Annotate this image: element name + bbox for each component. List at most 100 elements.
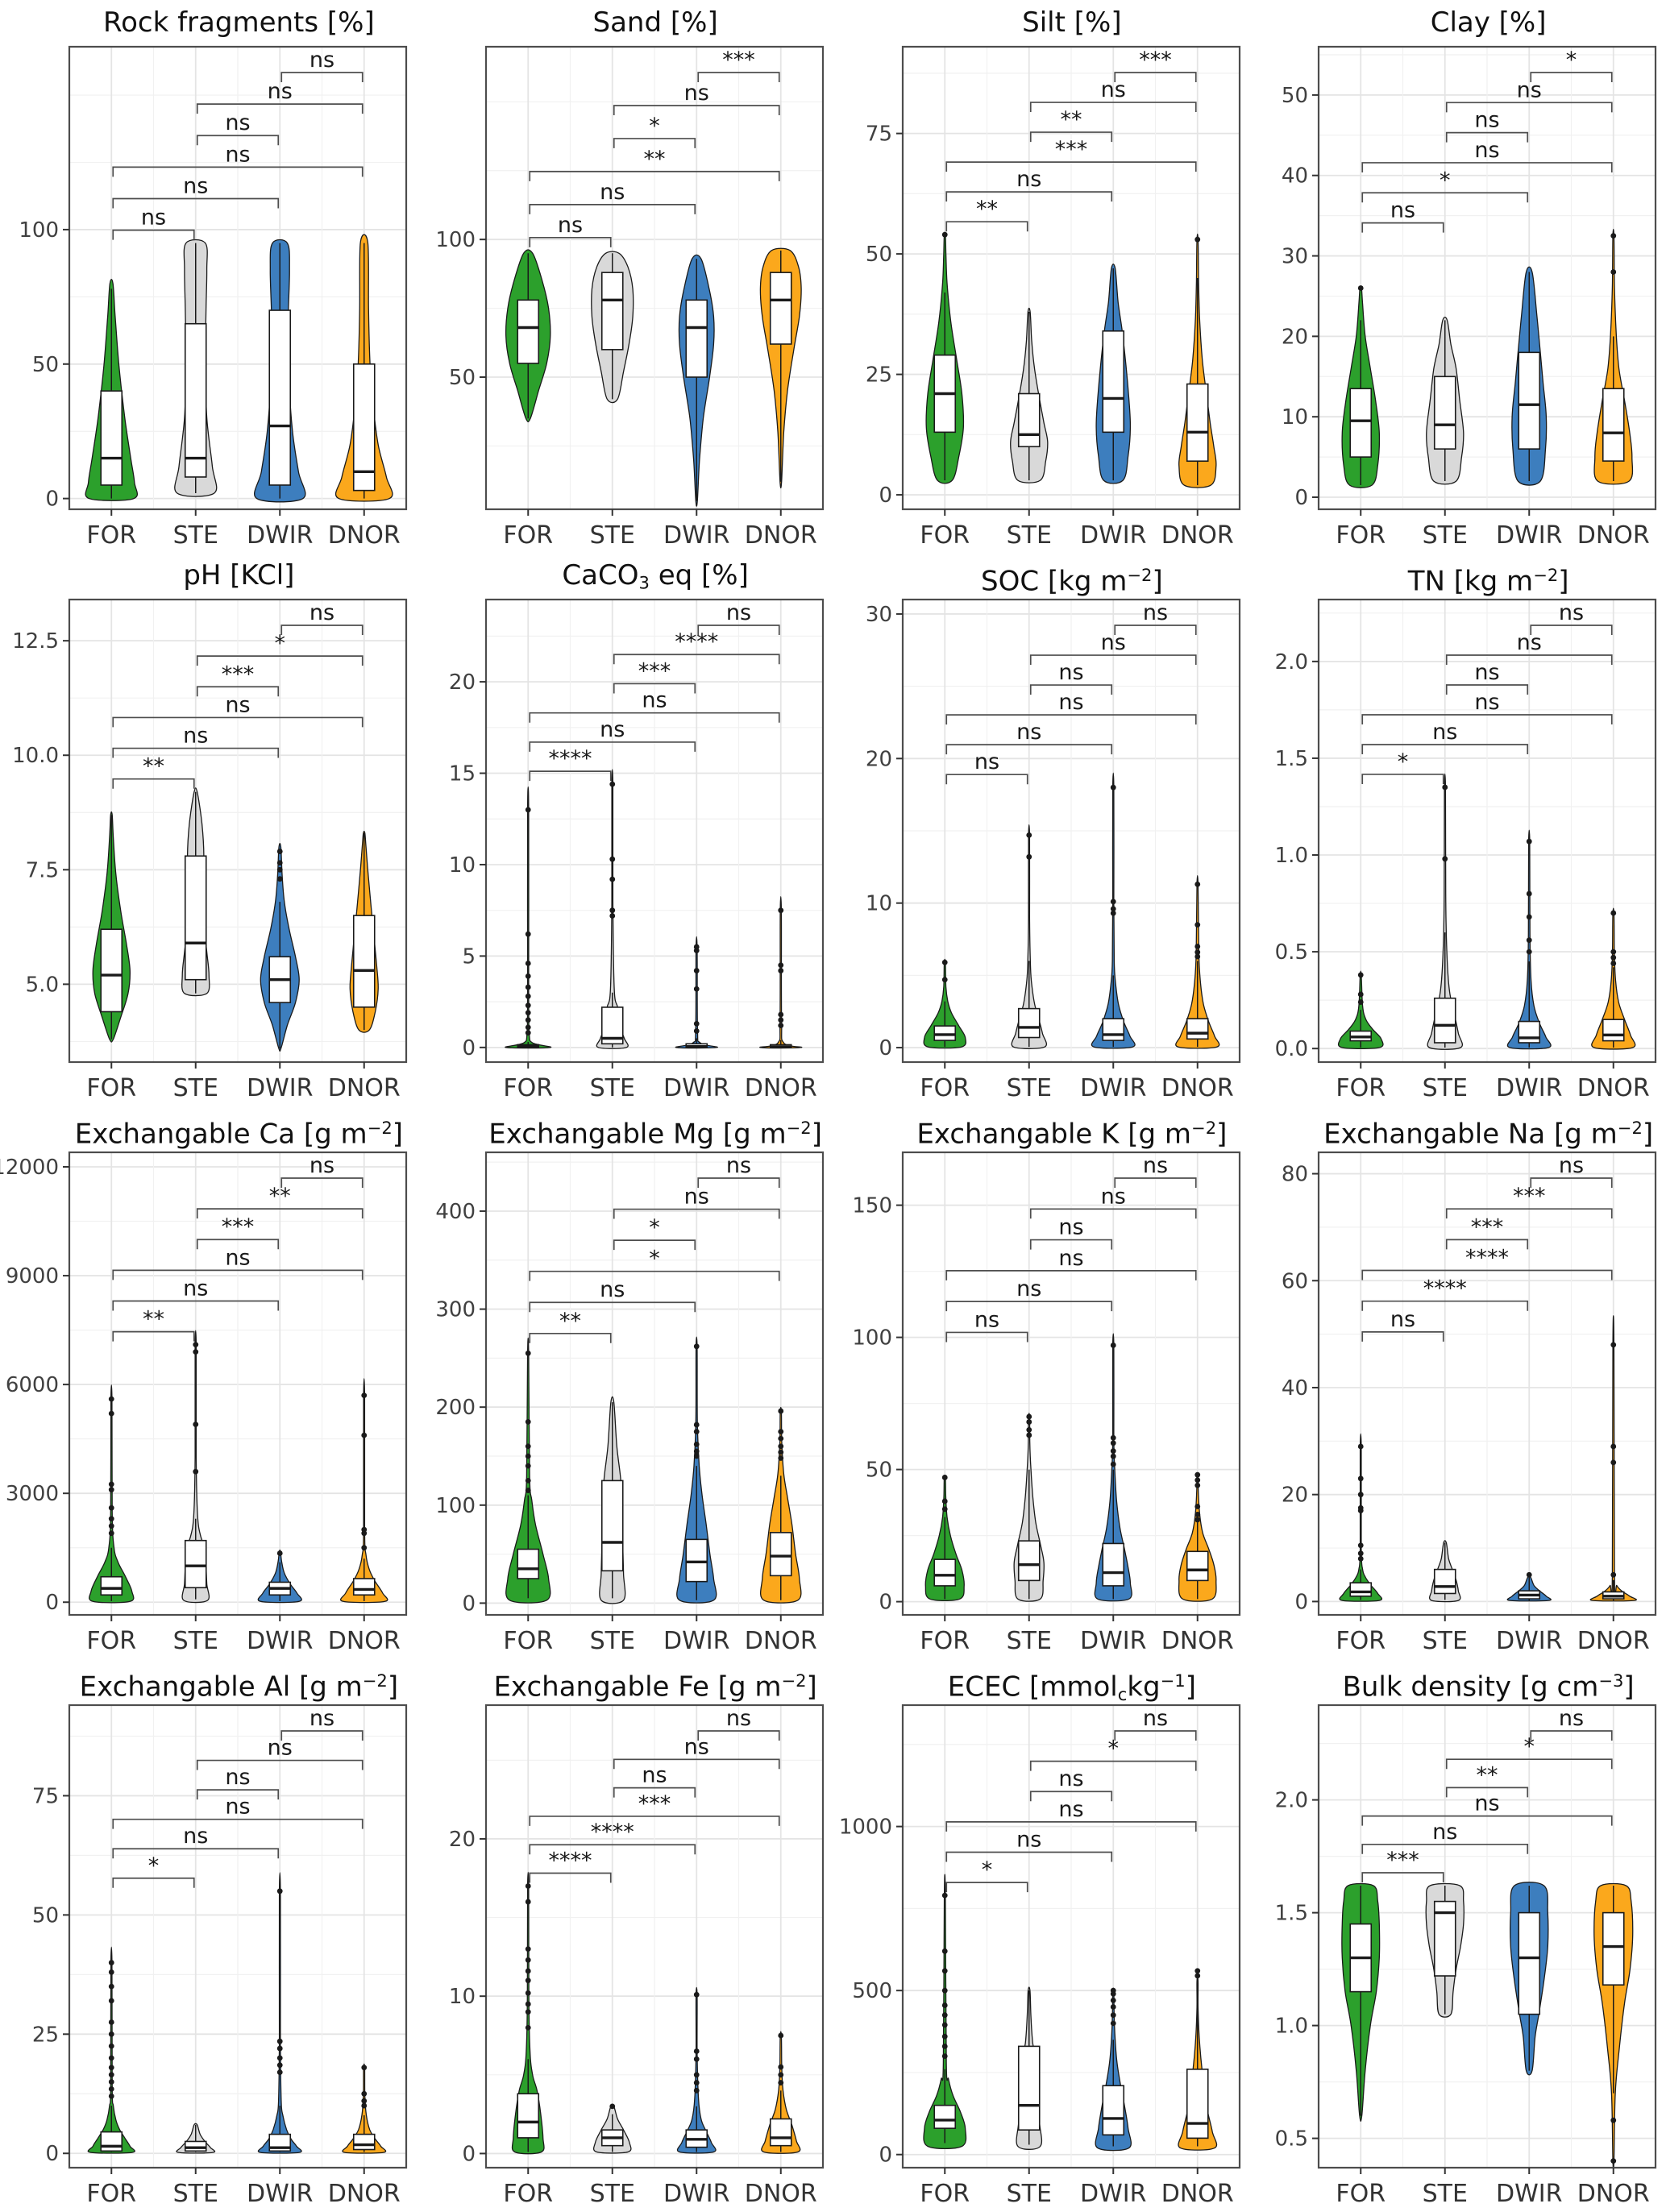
- x-tick-label-FOR: FOR: [86, 1627, 136, 1655]
- y-tick-label: 20: [1282, 325, 1308, 349]
- sig-label-FOR-DNOR: *: [649, 1247, 660, 1272]
- box-DNOR: [1602, 1911, 1625, 1986]
- box-FOR: [517, 299, 539, 364]
- sig-label-FOR-DNOR: ns: [1058, 690, 1083, 715]
- sig-label-FOR-STE: ns: [974, 1307, 999, 1332]
- y-tick-label: 1.5: [1275, 1902, 1308, 1926]
- y-tick-label: 40: [1282, 1376, 1308, 1401]
- box-DNOR: [1186, 2069, 1209, 2139]
- sig-label-STE-DWIR: ns: [1058, 1766, 1083, 1791]
- x-tick-label-STE: STE: [589, 1074, 634, 1102]
- x-tick-label-FOR: FOR: [86, 521, 136, 550]
- sig-label-FOR-DNOR: ns: [1475, 1791, 1500, 1816]
- box-STE: [1017, 1007, 1041, 1039]
- sig-label-STE-DWIR: *: [649, 1215, 660, 1240]
- x-tick-label-DNOR: DNOR: [1161, 2180, 1233, 2208]
- sig-label-FOR-STE: ns: [974, 749, 999, 774]
- x-tick-label-STE: STE: [589, 2180, 634, 2208]
- sig-label-STE-DWIR: ns: [1475, 108, 1500, 133]
- y-tick-label: 0: [45, 488, 59, 512]
- sig-label-STE-DWIR: **: [1477, 1762, 1498, 1787]
- sig-label-FOR-DWIR: ns: [1016, 1827, 1041, 1852]
- box-DWIR: [1101, 2085, 1124, 2136]
- x-tick-label-DWIR: DWIR: [1080, 521, 1146, 550]
- box-DNOR: [1186, 383, 1209, 463]
- panel-ph: pH [KCl] ** ns ns *** * ns 5.0 7.5 10.0 12.5 FOR STE…: [0, 553, 417, 1106]
- box-FOR: [100, 1575, 123, 1596]
- y-tick-label: 10: [1282, 405, 1308, 430]
- box-DWIR: [268, 309, 292, 486]
- y-tick-label: 0: [462, 2142, 476, 2166]
- x-tick-label-STE: STE: [1006, 1627, 1051, 1655]
- x-tick-label-DWIR: DWIR: [663, 2180, 729, 2208]
- box-DWIR: [1518, 351, 1541, 450]
- sig-label-FOR-STE: ****: [548, 746, 592, 771]
- y-tick-label: 100: [435, 1494, 476, 1518]
- y-tick-label: 50: [865, 243, 891, 267]
- box-STE: [600, 272, 624, 351]
- panel-ex_al: Exchangable Al [g m−2] * ns ns ns ns ns 0 25 50 75…: [0, 1658, 417, 2211]
- y-tick-label: 25: [865, 363, 891, 388]
- x-tick-label-DNOR: DNOR: [328, 1074, 401, 1102]
- x-tick-label-DNOR: DNOR: [745, 1627, 817, 1655]
- y-tick-label: 12000: [0, 1156, 59, 1180]
- sig-label-FOR-DNOR: ***: [1054, 137, 1087, 162]
- sig-label-FOR-DNOR: ***: [638, 1791, 671, 1816]
- panel-title-soc: SOC [kg m−2]: [981, 565, 1163, 598]
- y-tick-label: 5: [462, 944, 476, 969]
- y-tick-label: 2.0: [1275, 650, 1308, 674]
- x-tick-label-FOR: FOR: [86, 2180, 136, 2208]
- panel-rock_fragments: Rock fragments [%] ns ns ns ns ns ns 0 50 100 FOR S…: [0, 0, 417, 553]
- box-STE: [1434, 997, 1456, 1044]
- sig-label-FOR-DNOR: ns: [225, 142, 250, 167]
- y-tick-label: 100: [852, 1326, 892, 1351]
- x-tick-label-DWIR: DWIR: [663, 521, 729, 550]
- y-tick-label: 50: [449, 366, 476, 390]
- box-DWIR: [1101, 330, 1124, 434]
- y-tick-label: 10: [449, 853, 476, 878]
- sig-label-FOR-DWIR: ns: [600, 1277, 625, 1302]
- panel-title-ex_fe: Exchangable Fe [g m−2]: [493, 1670, 817, 1704]
- sig-label-FOR-DNOR: ****: [1465, 1246, 1509, 1271]
- sig-label-FOR-DWIR: ns: [600, 180, 625, 205]
- panel-ex_mg: Exchangable Mg [g m−2] ** ns * * ns ns 0 100 200 3…: [417, 1106, 833, 1658]
- box-DNOR: [769, 2118, 792, 2147]
- y-tick-label: 0: [45, 1591, 59, 1615]
- panel-title-ex_mg: Exchangable Mg [g m−2]: [488, 1118, 822, 1151]
- box-DWIR: [1518, 1020, 1541, 1044]
- sig-label-FOR-STE: **: [143, 1307, 164, 1332]
- panel-title-ex_na: Exchangable Na [g m−2]: [1323, 1118, 1654, 1151]
- box-STE: [184, 1539, 207, 1589]
- sig-label-STE-DWIR: ***: [1471, 1214, 1504, 1239]
- x-tick-label-STE: STE: [1006, 2180, 1051, 2208]
- y-tick-label: 50: [1282, 84, 1308, 108]
- panel-title-ex_k: Exchangable K [g m−2]: [916, 1118, 1228, 1151]
- x-tick-label-FOR: FOR: [920, 521, 970, 550]
- y-tick-label: 30: [865, 603, 891, 627]
- x-tick-label-DNOR: DNOR: [1161, 1627, 1233, 1655]
- sig-label-FOR-DNOR: ns: [1475, 690, 1500, 715]
- sig-label-DWIR-DNOR: ns: [1559, 1153, 1584, 1178]
- box-FOR: [100, 928, 123, 1013]
- x-tick-label-DNOR: DNOR: [328, 521, 401, 550]
- x-tick-label-FOR: FOR: [86, 1074, 136, 1102]
- x-tick-label-DWIR: DWIR: [663, 1627, 729, 1655]
- sig-label-STE-DNOR: **: [269, 1184, 291, 1209]
- sig-label-STE-DWIR: **: [1060, 107, 1082, 132]
- sig-label-FOR-DNOR: ns: [642, 688, 667, 713]
- box-STE: [1434, 376, 1456, 450]
- y-tick-label: 50: [32, 1903, 59, 1928]
- box-DWIR: [1101, 1018, 1124, 1041]
- x-tick-label-STE: STE: [1423, 1627, 1468, 1655]
- y-tick-label: 80: [1282, 1163, 1308, 1187]
- x-tick-label-STE: STE: [1006, 521, 1051, 550]
- y-tick-label: 5.0: [26, 973, 59, 997]
- sig-label-FOR-DNOR: ns: [225, 692, 250, 717]
- x-tick-label-DWIR: DWIR: [1080, 2180, 1146, 2208]
- y-tick-label: 25: [32, 2023, 59, 2047]
- sig-label-STE-DWIR: ***: [638, 658, 671, 683]
